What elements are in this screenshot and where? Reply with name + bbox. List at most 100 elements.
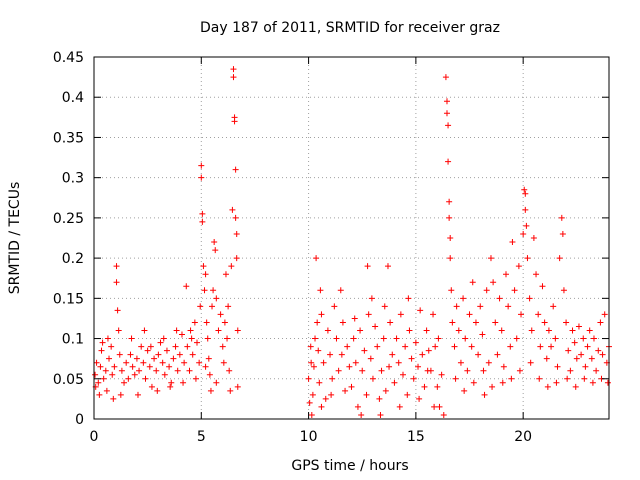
data-point [359,367,366,374]
data-point [191,319,198,326]
data-point [219,343,226,350]
data-point [365,311,372,318]
data-points [92,66,612,418]
data-point [507,343,514,350]
data-point [181,359,188,366]
data-point [475,351,482,358]
data-point [505,303,512,310]
data-point [128,335,135,342]
data-point [320,359,327,366]
data-point [376,395,383,402]
data-point [203,319,210,326]
data-point [328,391,335,398]
data-point [552,335,559,342]
data-point [157,339,164,346]
data-point [435,335,442,342]
data-point [470,379,477,386]
data-point [204,335,211,342]
data-point [391,379,398,386]
data-point [228,263,235,270]
data-point [389,351,396,358]
data-point [489,383,496,390]
data-point [601,311,608,318]
data-point [134,391,141,398]
data-point [438,371,445,378]
data-point [315,347,322,354]
data-point [499,379,506,386]
data-point [202,363,209,370]
data-point [396,403,403,410]
data-point [522,190,529,197]
data-point [222,271,229,278]
data-point [395,359,402,366]
data-point [451,343,458,350]
data-point [445,158,452,165]
data-point [595,347,602,354]
y-tick-label: 0 [75,412,84,428]
data-point [364,263,371,270]
data-point [131,371,138,378]
y-tick-label: 0.05 [53,372,84,388]
data-point [432,343,439,350]
data-point [114,307,121,314]
data-point [477,303,484,310]
data-point [176,351,183,358]
data-point [138,343,145,350]
data-point [93,359,100,366]
y-tick-label: 0.45 [53,50,84,66]
data-point [160,335,167,342]
data-point [468,343,475,350]
data-point [229,206,236,213]
data-point [455,327,462,334]
y-tick-label: 0.2 [62,251,84,267]
data-point [430,311,437,318]
data-point [197,303,204,310]
data-point [206,371,213,378]
data-point [327,351,334,358]
data-point [357,327,364,334]
data-point [527,359,534,366]
data-point [207,387,214,394]
data-point [498,327,505,334]
data-point [500,363,507,370]
data-point [397,311,404,318]
data-point [599,351,606,358]
data-point [543,355,550,362]
data-point [442,74,449,81]
data-point [565,347,572,354]
data-point [405,295,412,302]
data-point [113,279,120,286]
data-point [224,335,231,342]
data-point [469,279,476,286]
data-point [308,359,315,366]
data-point [544,383,551,390]
data-point [573,355,580,362]
data-point [423,327,430,334]
data-point [217,311,224,318]
y-axis-title: SRMTID / TECUs [7,182,23,295]
data-point [307,343,314,350]
data-point [147,343,154,350]
data-point [318,311,325,318]
data-point [198,174,205,181]
data-point [174,367,181,374]
data-point [194,339,200,346]
data-point [445,122,452,129]
data-point [118,367,125,374]
data-point [412,339,419,346]
data-point [443,110,450,117]
y-tick-label: 0.3 [62,171,84,187]
data-point [184,343,191,350]
data-point [186,367,193,374]
data-point [110,395,117,402]
data-point [348,383,355,390]
data-point [170,355,177,362]
data-point [213,295,220,302]
data-point [457,359,464,366]
data-point [344,343,351,350]
data-point [308,411,315,418]
data-point [212,247,219,254]
data-point [511,287,518,294]
data-point [317,287,324,294]
data-point [516,367,523,374]
